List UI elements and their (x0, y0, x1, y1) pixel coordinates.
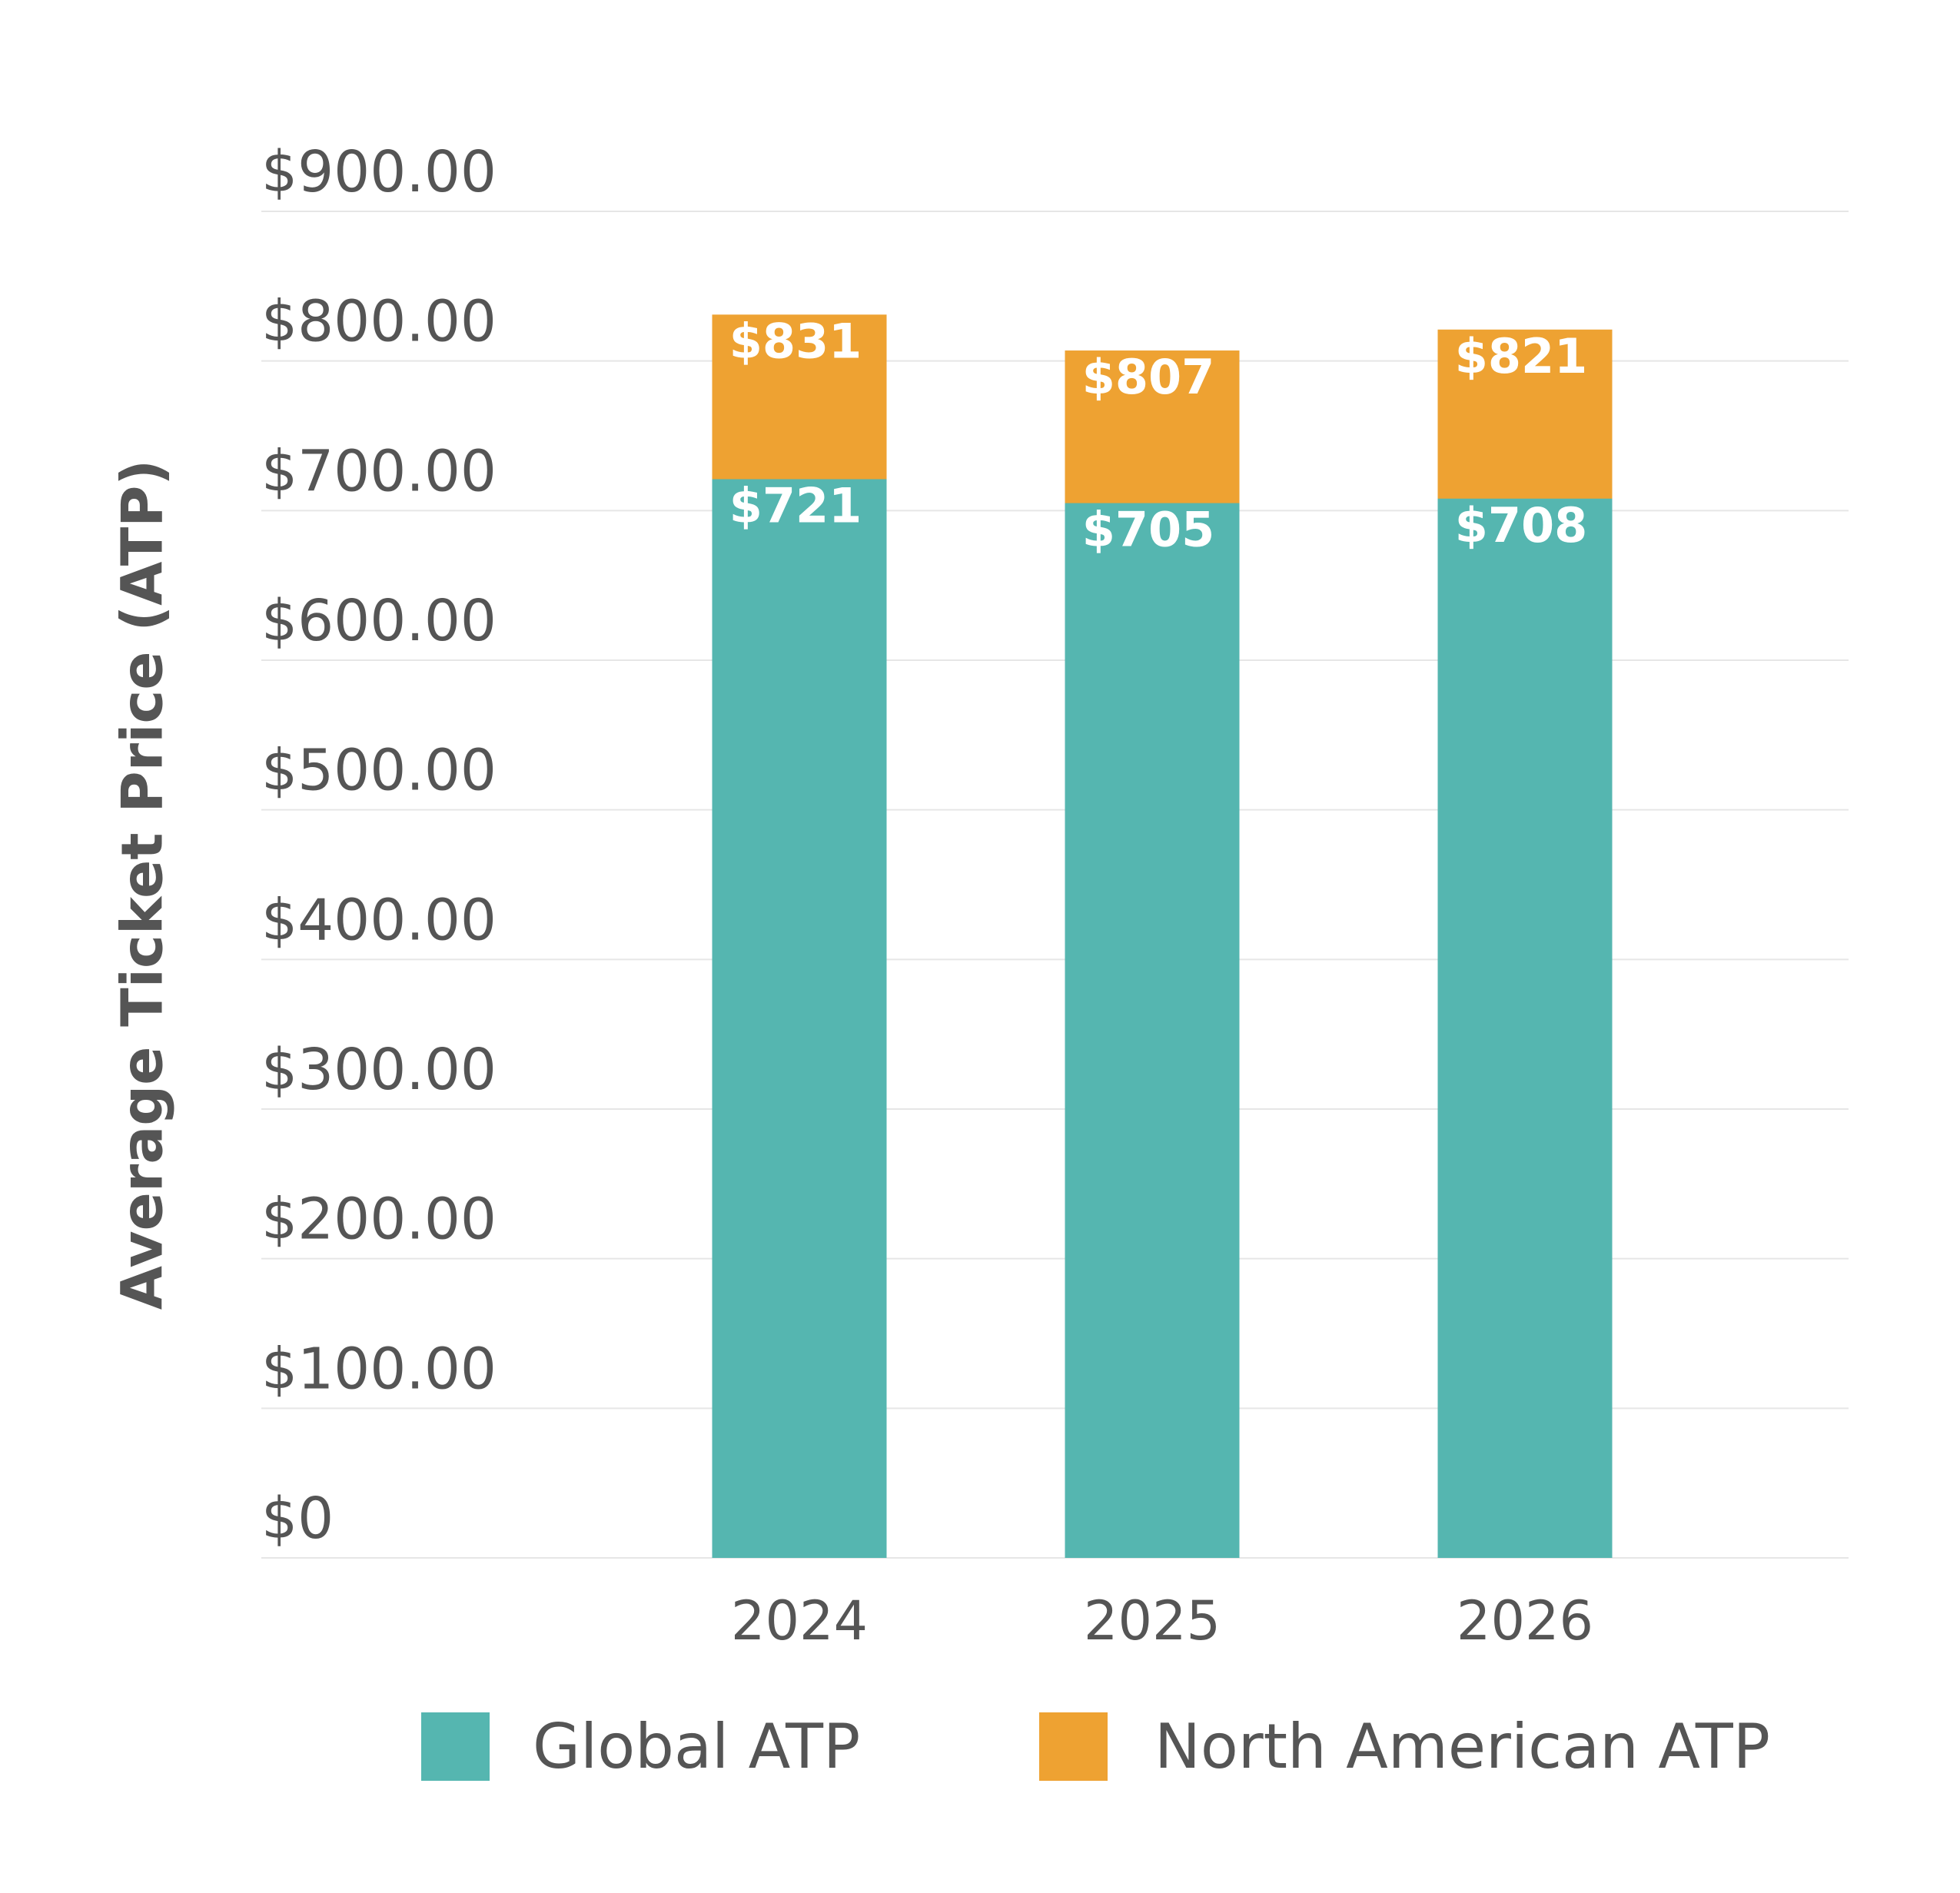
y-tick-label: $400.00 (261, 887, 497, 953)
y-tick-label: $300.00 (261, 1037, 497, 1103)
bar (1437, 498, 1613, 1558)
legend-label: Global ATP (533, 1711, 860, 1782)
value-label: $807 (1082, 349, 1215, 405)
x-tick-label: 2025 (1084, 1589, 1221, 1652)
x-tick-label: 2024 (731, 1589, 868, 1652)
value-label: $705 (1082, 502, 1215, 558)
y-tick-label: $700.00 (261, 438, 497, 504)
y-tick-label: $100.00 (261, 1336, 497, 1402)
bar (712, 479, 887, 1558)
y-tick-label: $900.00 (261, 139, 497, 205)
value-label: $831 (729, 313, 862, 369)
x-tick-label: 2026 (1457, 1589, 1593, 1652)
value-label: $721 (729, 477, 862, 533)
value-label: $708 (1455, 497, 1588, 553)
bar (1065, 503, 1240, 1558)
legend-label: North American ATP (1154, 1711, 1770, 1782)
y-tick-label: $500.00 (261, 738, 497, 804)
y-axis-title: Average Ticket Price (ATP) (110, 460, 176, 1310)
y-tick-label: $600.00 (261, 588, 497, 654)
y-tick-label: $800.00 (261, 289, 497, 355)
legend-swatch (1039, 1712, 1108, 1781)
y-tick-label: $200.00 (261, 1187, 497, 1253)
value-label: $821 (1455, 328, 1588, 384)
legend-swatch (421, 1712, 490, 1781)
y-tick-label: $0 (261, 1486, 334, 1552)
